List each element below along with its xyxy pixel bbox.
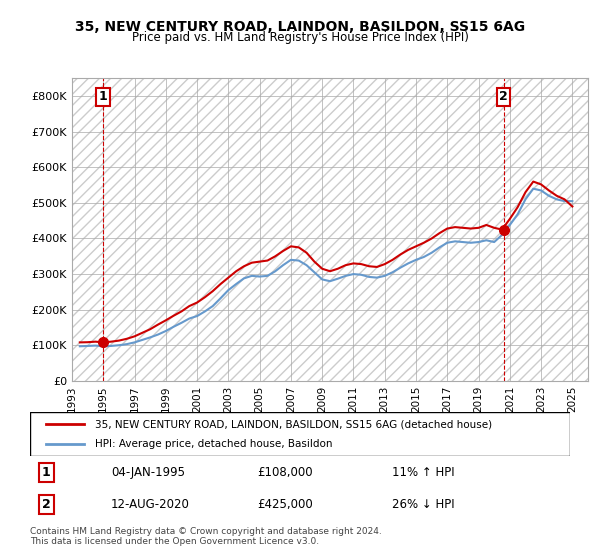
HPI: Average price, detached house, Basildon: (2.01e+03, 3e+05): Average price, detached house, Basildon:…	[350, 270, 357, 277]
Line: 35, NEW CENTURY ROAD, LAINDON, BASILDON, SS15 6AG (detached house): 35, NEW CENTURY ROAD, LAINDON, BASILDON,…	[80, 181, 572, 342]
HPI: Average price, detached house, Basildon: (2.02e+03, 5.4e+05): Average price, detached house, Basildon:…	[530, 185, 537, 192]
Text: 26% ↓ HPI: 26% ↓ HPI	[392, 498, 454, 511]
Text: £108,000: £108,000	[257, 466, 313, 479]
HPI: Average price, detached house, Basildon: (2.01e+03, 3.05e+05): Average price, detached house, Basildon:…	[389, 269, 396, 276]
Text: 11% ↑ HPI: 11% ↑ HPI	[392, 466, 454, 479]
HPI: Average price, detached house, Basildon: (2e+03, 1.15e+05): Average price, detached house, Basildon:…	[139, 337, 146, 343]
Text: 35, NEW CENTURY ROAD, LAINDON, BASILDON, SS15 6AG: 35, NEW CENTURY ROAD, LAINDON, BASILDON,…	[75, 20, 525, 34]
35, NEW CENTURY ROAD, LAINDON, BASILDON, SS15 6AG (detached house)	[76, 339, 83, 346]
Text: Price paid vs. HM Land Registry's House Price Index (HPI): Price paid vs. HM Land Registry's House …	[131, 31, 469, 44]
Text: HPI: Average price, detached house, Basildon: HPI: Average price, detached house, Basi…	[95, 439, 332, 449]
HPI: Average price, detached house, Basildon: (1.99e+03, 9.7e+04): Average price, detached house, Basildon:…	[76, 343, 83, 349]
HPI: Average price, detached house, Basildon: (2.02e+03, 5.05e+05): Average price, detached house, Basildon:…	[569, 198, 576, 204]
Text: 04-JAN-1995: 04-JAN-1995	[111, 466, 185, 479]
Text: 1: 1	[99, 90, 107, 103]
Text: 35, NEW CENTURY ROAD, LAINDON, BASILDON, SS15 6AG (detached house): 35, NEW CENTURY ROAD, LAINDON, BASILDON,…	[95, 419, 492, 429]
HPI: Average price, detached house, Basildon: (2.01e+03, 2.85e+05): Average price, detached house, Basildon:…	[319, 276, 326, 283]
35, NEW CENTURY ROAD, LAINDON, BASILDON, SS15 6AG (detached house)	[569, 203, 576, 210]
35, NEW CENTURY ROAD, LAINDON, BASILDON, SS15 6AG (detached house)	[397, 251, 404, 258]
Text: 1: 1	[42, 466, 50, 479]
HPI: Average price, detached house, Basildon: (2.01e+03, 3.25e+05): Average price, detached house, Basildon:…	[280, 262, 287, 269]
Line: HPI: Average price, detached house, Basildon: HPI: Average price, detached house, Basi…	[80, 189, 572, 346]
HPI: Average price, detached house, Basildon: (2.01e+03, 3.18e+05): Average price, detached house, Basildon:…	[397, 264, 404, 271]
35, NEW CENTURY ROAD, LAINDON, BASILDON, SS15 6AG (detached house)	[389, 256, 396, 263]
Text: 2: 2	[42, 498, 50, 511]
35, NEW CENTURY ROAD, LAINDON, BASILDON, SS15 6AG (detached house)	[280, 248, 287, 254]
35, NEW CENTURY ROAD, LAINDON, BASILDON, SS15 6AG (detached house)	[530, 178, 537, 185]
Text: 12-AUG-2020: 12-AUG-2020	[111, 498, 190, 511]
FancyBboxPatch shape	[30, 412, 570, 456]
Text: Contains HM Land Registry data © Crown copyright and database right 2024.
This d: Contains HM Land Registry data © Crown c…	[30, 526, 382, 546]
Text: 2: 2	[499, 90, 508, 103]
35, NEW CENTURY ROAD, LAINDON, BASILDON, SS15 6AG (detached house)	[139, 329, 146, 336]
Text: £425,000: £425,000	[257, 498, 313, 511]
35, NEW CENTURY ROAD, LAINDON, BASILDON, SS15 6AG (detached house)	[350, 260, 357, 267]
35, NEW CENTURY ROAD, LAINDON, BASILDON, SS15 6AG (detached house)	[319, 265, 326, 272]
